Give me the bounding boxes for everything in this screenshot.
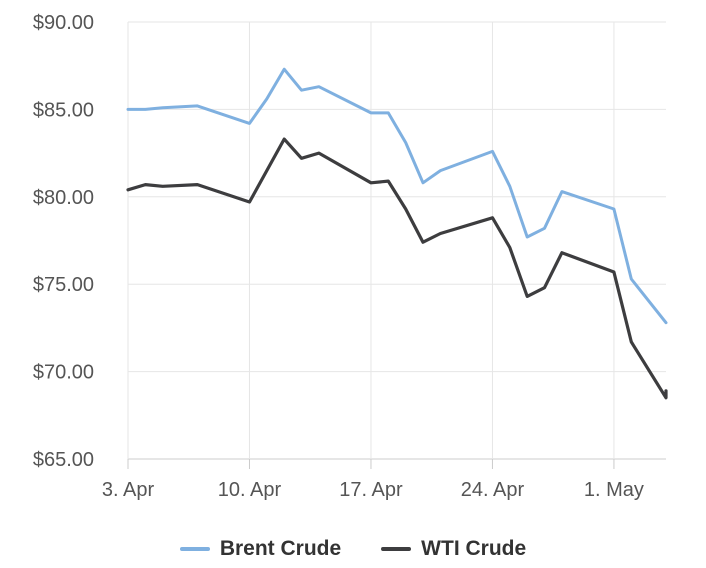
y-tick-label: $65.00 [33,449,94,471]
y-tick-label: $75.00 [33,274,94,296]
legend-swatch [179,547,210,551]
y-tick-label: $80.00 [33,187,94,209]
chart-legend: Brent Crude WTI Crude [0,532,706,566]
legend-swatch [381,547,412,551]
series-line-brent-crude [126,67,668,325]
legend-label: Brent Crude [219,537,342,560]
legend-item-brent-crude[interactable]: Brent Crude [179,537,342,561]
y-tick-label: $70.00 [33,362,94,384]
x-tick-label: 24. Apr [461,479,525,501]
legend-label: WTI Crude [421,537,527,560]
x-tick-label: 17. Apr [339,479,403,501]
axes: $65.00 $70.00 $75.00 $80.00 $85.00 $90.00 3. A… [33,12,644,501]
x-tick-label: 3. Apr [102,479,155,501]
y-tick-label: $90.00 [33,12,94,34]
x-tick-label: 1. May [584,479,644,501]
y-tick-label: $85.00 [33,99,94,121]
x-tick-label: 10. Apr [218,479,282,501]
gridlines [127,21,666,460]
series-line-wti-crude [126,137,668,400]
series-lines [126,67,668,400]
legend-item-wti-crude[interactable]: WTI Crude [381,537,526,561]
price-line-chart: $65.00 $70.00 $75.00 $80.00 $85.00 $90.00 3. A… [33,12,668,501]
